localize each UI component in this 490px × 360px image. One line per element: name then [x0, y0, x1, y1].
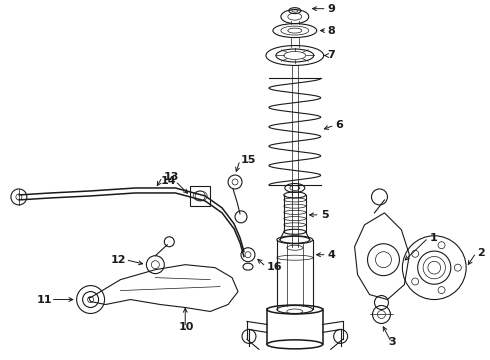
Text: 4: 4 [328, 250, 336, 260]
Bar [190, 186, 210, 206]
Text: 2: 2 [477, 248, 485, 258]
Text: 7: 7 [328, 50, 336, 60]
Text: 1: 1 [429, 233, 437, 243]
Text: 10: 10 [178, 323, 194, 332]
Text: 3: 3 [389, 337, 396, 347]
Text: 13: 13 [163, 172, 179, 182]
Text: 15: 15 [241, 155, 256, 165]
Text: 12: 12 [111, 255, 126, 265]
Text: 5: 5 [321, 210, 328, 220]
Text: 16: 16 [267, 262, 283, 272]
Text: 8: 8 [328, 26, 336, 36]
Text: 6: 6 [336, 120, 343, 130]
Text: 14: 14 [161, 176, 176, 186]
Text: 11: 11 [36, 294, 52, 305]
Text: 9: 9 [328, 4, 336, 14]
